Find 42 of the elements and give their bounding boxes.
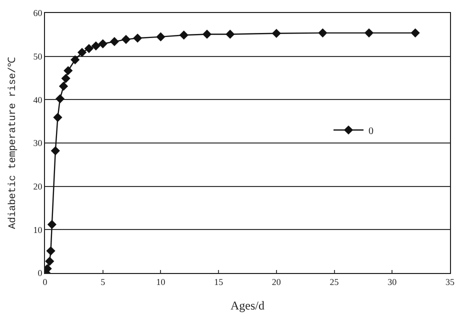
point [133,34,142,43]
point [318,28,328,38]
y-tick-label: 50 [33,51,43,62]
y-axis-title: Adiabetic temperature rise/℃ [7,56,20,230]
point [50,146,60,156]
point [70,55,80,64]
point [64,66,73,76]
point [84,44,94,54]
point [53,112,62,122]
y-tick-label: 10 [33,224,43,235]
y-tick-label: 40 [33,94,43,105]
point [364,28,374,38]
point [46,246,56,256]
x-tick-label: 25 [330,276,340,287]
point [45,256,54,266]
point [156,32,166,42]
point [179,30,188,40]
point [121,34,131,44]
x-tick-label: 15 [214,276,224,287]
x-axis-title: Ages/d [230,298,264,313]
point [226,30,235,39]
y-tick-label: 20 [33,181,43,192]
legend-label: 0 [368,126,374,137]
point [47,220,56,230]
point [61,74,70,83]
point [91,41,100,50]
point [55,94,65,104]
x-tick-label: 35 [446,276,455,287]
x-tick-label: 5 [100,276,106,287]
point [110,37,119,46]
y-tick-label: 60 [33,8,43,18]
point [202,30,212,39]
point [410,28,420,38]
point [272,28,281,38]
point [77,48,87,57]
point [98,39,108,48]
x-tick-label: 10 [156,276,166,287]
x-tick-label: 20 [272,276,282,287]
point [58,82,68,91]
y-tick-label: 30 [33,138,43,148]
y-tick-label: 0 [38,268,43,278]
x-tick-label: 30 [388,276,398,287]
